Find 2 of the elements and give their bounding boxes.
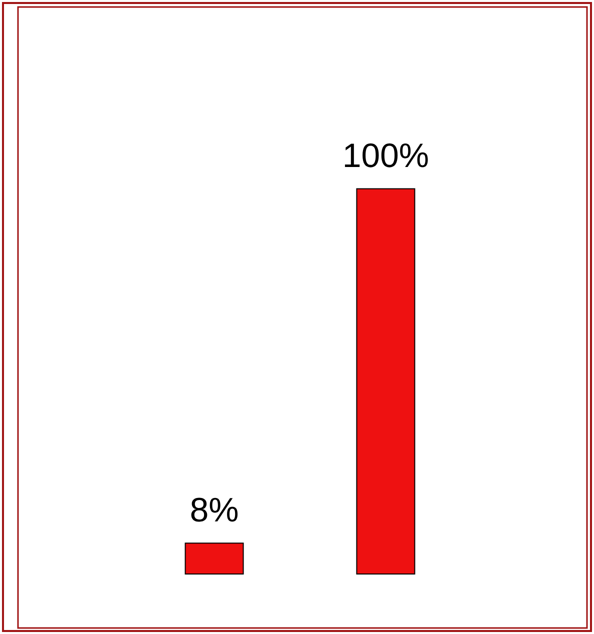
data-label: 8%	[191, 498, 238, 522]
data-label: 100%	[344, 143, 428, 168]
